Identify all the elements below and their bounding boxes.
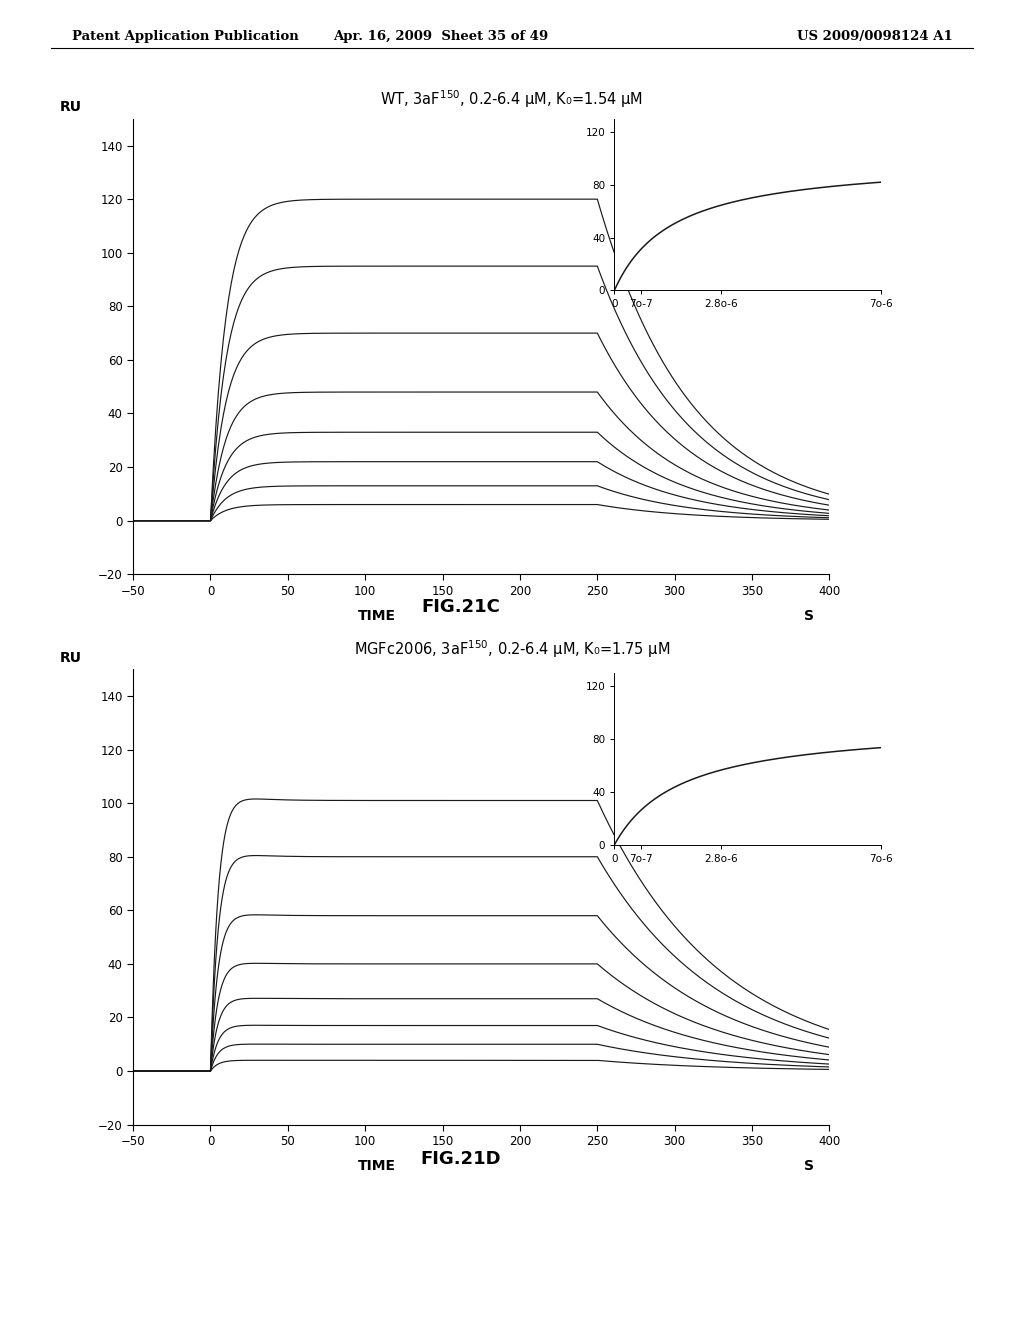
Text: FIG.21D: FIG.21D — [421, 1150, 501, 1168]
Text: RU: RU — [59, 100, 82, 115]
Text: Apr. 16, 2009  Sheet 35 of 49: Apr. 16, 2009 Sheet 35 of 49 — [333, 30, 548, 44]
Text: S: S — [804, 1159, 813, 1173]
Text: FIG.21C: FIG.21C — [421, 598, 501, 616]
Text: Patent Application Publication: Patent Application Publication — [72, 30, 298, 44]
Text: S: S — [804, 609, 813, 623]
Text: TIME: TIME — [357, 609, 396, 623]
Text: TIME: TIME — [357, 1159, 396, 1173]
Text: US 2009/0098124 A1: US 2009/0098124 A1 — [797, 30, 952, 44]
Text: RU: RU — [59, 651, 82, 665]
Text: WT, 3aF$^{150}$, 0.2-6.4 μM, K₀=1.54 μM: WT, 3aF$^{150}$, 0.2-6.4 μM, K₀=1.54 μM — [381, 88, 643, 110]
Text: MGFc2006, 3aF$^{150}$, 0.2-6.4 μM, K₀=1.75 μM: MGFc2006, 3aF$^{150}$, 0.2-6.4 μM, K₀=1.… — [354, 639, 670, 660]
